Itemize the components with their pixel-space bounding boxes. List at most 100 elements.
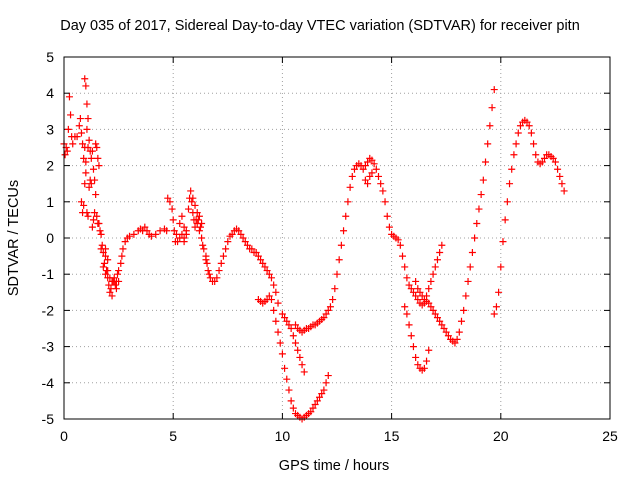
data-point	[359, 165, 367, 173]
data-point	[414, 361, 422, 369]
data-point	[298, 361, 306, 369]
data-point	[322, 310, 330, 318]
data-point	[368, 169, 376, 177]
data-point	[516, 122, 524, 130]
data-point	[444, 332, 452, 340]
data-point	[96, 227, 104, 235]
data-point	[100, 259, 108, 267]
data-point	[61, 151, 69, 159]
data-point	[423, 357, 431, 365]
data-point	[261, 263, 269, 271]
data-point	[80, 154, 88, 162]
data-point	[429, 270, 437, 278]
data-point	[99, 263, 107, 271]
data-point	[83, 100, 91, 108]
data-point	[83, 125, 91, 133]
data-point	[235, 227, 243, 235]
data-point	[506, 180, 514, 188]
data-point	[85, 183, 93, 191]
data-point	[99, 248, 107, 256]
data-point	[88, 147, 96, 155]
data-point	[84, 212, 92, 220]
data-point	[438, 321, 446, 329]
data-point	[117, 259, 125, 267]
data-point	[436, 248, 444, 256]
data-point	[342, 212, 350, 220]
data-point	[182, 230, 190, 238]
data-point	[294, 346, 302, 354]
y-axis-label: SDTVAR / TECUs	[6, 180, 22, 296]
data-point	[73, 133, 81, 141]
data-point	[252, 248, 260, 256]
data-point	[451, 339, 459, 347]
data-point	[191, 201, 199, 209]
data-point	[368, 156, 376, 164]
data-point	[270, 281, 278, 289]
data-point	[414, 296, 422, 304]
data-point	[164, 194, 172, 202]
data-point	[283, 375, 291, 383]
data-point	[82, 169, 90, 177]
data-point	[106, 288, 114, 296]
y-tick-label: -3	[42, 339, 55, 355]
data-point	[364, 180, 372, 188]
data-point	[455, 328, 463, 336]
data-point	[101, 252, 109, 260]
data-point	[86, 176, 94, 184]
data-point	[274, 328, 282, 336]
data-point	[296, 353, 304, 361]
data-point	[200, 245, 208, 253]
data-point	[333, 270, 341, 278]
data-point	[108, 292, 116, 300]
data-point	[272, 288, 280, 296]
data-point	[65, 93, 73, 101]
x-tick-label: 15	[384, 428, 400, 444]
data-point	[409, 343, 417, 351]
data-point	[237, 230, 245, 238]
data-point	[416, 288, 424, 296]
data-point	[381, 198, 389, 206]
data-point	[195, 212, 203, 220]
data-point	[457, 317, 465, 325]
data-point	[313, 397, 321, 405]
data-point	[418, 292, 426, 300]
data-point	[174, 238, 182, 246]
data-point	[114, 270, 122, 278]
data-point	[348, 172, 356, 180]
data-point	[79, 140, 87, 148]
data-point	[385, 223, 393, 231]
data-point	[188, 198, 196, 206]
data-point	[551, 158, 559, 166]
data-point	[91, 209, 99, 217]
data-point	[97, 230, 105, 238]
data-point	[67, 111, 75, 119]
data-point	[326, 303, 334, 311]
data-point	[438, 241, 446, 249]
data-point	[283, 317, 291, 325]
axis-ticks: 0 5 10 15 20 25 -5 -4 -3 -2 -1 0 1 2 3 4 5	[42, 49, 618, 444]
data-point	[289, 404, 297, 412]
data-point	[335, 256, 343, 264]
data-point	[265, 292, 273, 300]
x-tick-label: 25	[602, 428, 618, 444]
data-point	[76, 115, 84, 123]
data-point	[198, 220, 206, 228]
y-tick-label: 1	[46, 194, 54, 210]
series-C	[254, 292, 332, 423]
data-point	[87, 154, 95, 162]
data-point	[401, 263, 409, 271]
data-point	[168, 205, 176, 213]
data-point	[239, 234, 247, 242]
data-point	[468, 248, 476, 256]
data-point	[329, 296, 337, 304]
data-point	[464, 277, 472, 285]
data-point	[442, 328, 450, 336]
data-point	[95, 220, 103, 228]
data-point	[215, 267, 223, 275]
data-point	[89, 216, 97, 224]
data-point	[540, 154, 548, 162]
data-point	[407, 332, 415, 340]
data-point	[405, 281, 413, 289]
data-point	[525, 122, 533, 130]
data-point	[184, 205, 192, 213]
